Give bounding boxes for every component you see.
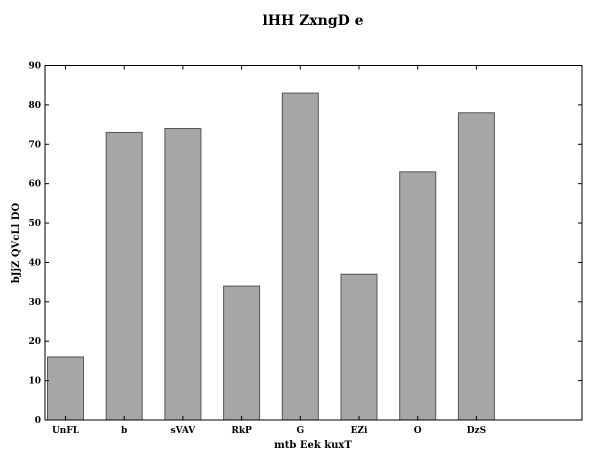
x-axis-label: mtb Eek kuxT (274, 440, 352, 451)
y-tick-label: 50 (28, 219, 41, 229)
y-tick-label: 70 (28, 140, 41, 150)
y-tick-label: 30 (28, 298, 41, 308)
x-axis-ticks: UnFL b sVAV RkP G EZi O DzS (52, 65, 486, 436)
y-tick-label: 80 (28, 101, 41, 111)
x-tick-label: sVAV (171, 426, 197, 436)
bar-b (105, 131, 143, 421)
y-tick-label: 60 (28, 180, 41, 190)
x-tick-label: DzS (467, 426, 486, 436)
bar-UnFL (47, 356, 84, 421)
plot-frame (44, 65, 583, 421)
bar-RkP (223, 285, 261, 421)
y-tick-label: 20 (28, 337, 41, 347)
y-axis-label: bJjZ QVcLl DO (11, 203, 22, 284)
bar-sVAV (164, 128, 202, 421)
bar-EZi (340, 273, 378, 421)
chart-title: lHH ZxngD e (262, 13, 363, 29)
x-tick-label: UnFL (52, 426, 80, 436)
bar-O (399, 171, 437, 421)
x-tick-label: O (414, 426, 422, 436)
x-tick-label: EZi (351, 426, 368, 436)
y-tick-label: 90 (28, 62, 41, 72)
x-tick-label: RkP (231, 426, 252, 436)
y-tick-label: 0 (35, 416, 41, 426)
bar-G (281, 92, 319, 421)
y-tick-label: 10 (28, 377, 41, 387)
bar-group (47, 92, 495, 421)
y-tick-label: 40 (28, 258, 41, 268)
x-tick-label: b (121, 426, 127, 436)
x-tick-label: G (296, 426, 304, 436)
bar-DzS (457, 112, 495, 421)
